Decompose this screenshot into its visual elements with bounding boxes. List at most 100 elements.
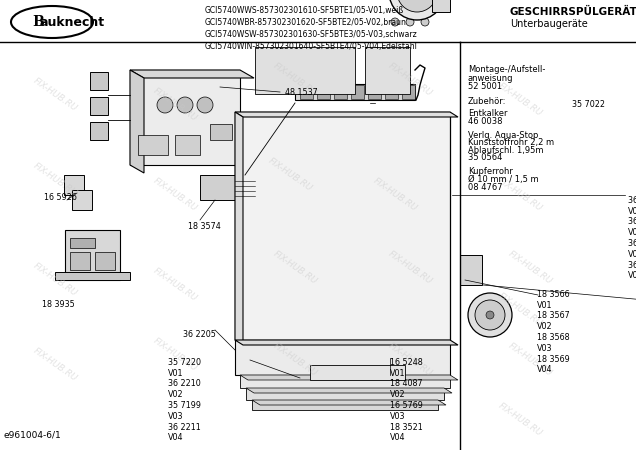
Bar [368,85,381,99]
Text: Montage-/Aufstell-: Montage-/Aufstell- [468,65,546,74]
Text: Unterbaugeräte: Unterbaugeräte [510,19,588,29]
Bar [90,97,108,115]
Bar [200,175,235,200]
Text: Ø 10 mm / 1,5 m: Ø 10 mm / 1,5 m [468,175,539,184]
Bar [70,252,90,270]
Text: Zubehör:: Zubehör: [468,97,506,106]
Text: 35 0564: 35 0564 [468,153,502,162]
Text: auknecht: auknecht [39,15,104,28]
Text: e961004-6/1: e961004-6/1 [4,431,62,440]
Text: FIX-HUB.RU: FIX-HUB.RU [151,176,198,213]
Text: FIX-HUB.RU: FIX-HUB.RU [272,342,319,378]
Text: FIX-HUB.RU: FIX-HUB.RU [496,401,544,438]
Circle shape [197,97,213,113]
Text: 52 5001: 52 5001 [468,82,502,91]
Text: FIX-HUB.RU: FIX-HUB.RU [386,342,434,378]
Text: FIX-HUB.RU: FIX-HUB.RU [151,266,198,303]
Text: Kupferrohr: Kupferrohr [468,167,513,176]
Bar [432,0,450,12]
Circle shape [468,293,512,337]
Text: B: B [32,15,44,29]
Text: 16 5248
V01
18 4087
V02
16 5769
V03
18 3521
V04: 16 5248 V01 18 4087 V02 16 5769 V03 18 3… [390,358,423,442]
Text: FIX-HUB.RU: FIX-HUB.RU [266,157,314,194]
Polygon shape [235,112,458,117]
Polygon shape [246,388,452,393]
Text: Ablaufschl. 1,95m: Ablaufschl. 1,95m [468,146,544,155]
Text: FIX-HUB.RU: FIX-HUB.RU [496,292,544,328]
Bar [210,124,232,140]
Text: anweisung: anweisung [468,74,513,83]
Text: GESCHIRRSPÜLGERÄTE: GESCHIRRSPÜLGERÄTE [510,7,636,17]
Text: 35 7220
V01
36 2210
V02
35 7199
V03
36 2211
V04: 35 7220 V01 36 2210 V02 35 7199 V03 36 2… [168,358,201,442]
Text: Verlg. Aqua-Stop: Verlg. Aqua-Stop [468,130,539,140]
Text: 35 7022: 35 7022 [572,100,605,109]
Text: 18 3574: 18 3574 [188,222,221,231]
Polygon shape [235,112,243,345]
Text: GCI5740WWS-857302301610-SF5BTE1/05-V01,weiß: GCI5740WWS-857302301610-SF5BTE1/05-V01,w… [205,5,404,14]
Bar [138,135,168,155]
Circle shape [475,300,505,330]
Circle shape [421,18,429,26]
Bar [310,365,405,380]
Circle shape [397,0,437,12]
Text: 08 4767: 08 4767 [468,183,502,192]
Bar [72,190,92,210]
Polygon shape [130,70,144,173]
Bar [95,252,115,270]
Bar [385,85,398,99]
Text: FIX-HUB.RU: FIX-HUB.RU [272,250,319,287]
Bar [351,85,364,99]
Text: FIX-HUB.RU: FIX-HUB.RU [506,250,554,287]
Text: FIX-HUB.RU: FIX-HUB.RU [151,86,198,123]
Text: FIX-HUB.RU: FIX-HUB.RU [31,76,79,113]
Polygon shape [255,47,355,94]
Polygon shape [65,230,120,280]
Text: 18 3935: 18 3935 [42,300,75,309]
Bar [300,85,313,99]
Text: GCI5740WSW-857302301630-SF5BTE3/05-V03,schwarz: GCI5740WSW-857302301630-SF5BTE3/05-V03,s… [205,30,418,39]
Polygon shape [130,70,240,165]
Polygon shape [252,400,438,410]
Bar [402,85,415,99]
Text: GCI5740WIN-857302301640-SF5BTE4/05-V04,Edelstahl: GCI5740WIN-857302301640-SF5BTE4/05-V04,E… [205,41,418,50]
Polygon shape [365,47,410,94]
Bar [334,85,347,99]
Polygon shape [235,112,450,340]
Polygon shape [235,340,458,345]
Bar [70,238,95,248]
Text: FIX-HUB.RU: FIX-HUB.RU [272,62,319,99]
Bar [90,72,108,90]
Text: 36 2228
V01
36 2229
V02
36 2230
V03
36 2231
V04: 36 2228 V01 36 2229 V02 36 2230 V03 36 2… [628,196,636,280]
Text: FIX-HUB.RU: FIX-HUB.RU [386,250,434,287]
Text: 16 5926: 16 5926 [44,193,77,202]
Circle shape [177,97,193,113]
Text: FIX-HUB.RU: FIX-HUB.RU [31,346,79,383]
Text: GCI5740WBR-857302301620-SF5BTE2/05-V02,braun: GCI5740WBR-857302301620-SF5BTE2/05-V02,b… [205,18,407,27]
Bar [64,175,84,195]
Bar [317,85,330,99]
Bar [460,255,482,285]
Circle shape [389,0,445,20]
Bar [175,135,200,155]
Polygon shape [240,375,450,388]
Circle shape [391,18,399,26]
Text: FIX-HUB.RU: FIX-HUB.RU [151,337,198,374]
Text: Kunststoffrohr 2,2 m: Kunststoffrohr 2,2 m [468,138,554,147]
Text: FIX-HUB.RU: FIX-HUB.RU [496,176,544,213]
Polygon shape [246,388,444,400]
Text: FIX-HUB.RU: FIX-HUB.RU [506,342,554,378]
Text: FIX-HUB.RU: FIX-HUB.RU [31,261,79,298]
Text: 48 1537: 48 1537 [285,88,318,97]
Polygon shape [235,340,450,375]
Text: FIX-HUB.RU: FIX-HUB.RU [371,176,418,213]
Text: FIX-HUB.RU: FIX-HUB.RU [386,62,434,99]
Text: 36 2205: 36 2205 [183,330,216,339]
Text: Entkalker: Entkalker [468,109,508,118]
Circle shape [157,97,173,113]
Text: FIX-HUB.RU: FIX-HUB.RU [31,162,79,198]
Circle shape [406,18,414,26]
Polygon shape [252,400,446,405]
Polygon shape [130,70,254,78]
Bar [55,272,130,280]
Text: FIX-HUB.RU: FIX-HUB.RU [496,81,544,118]
